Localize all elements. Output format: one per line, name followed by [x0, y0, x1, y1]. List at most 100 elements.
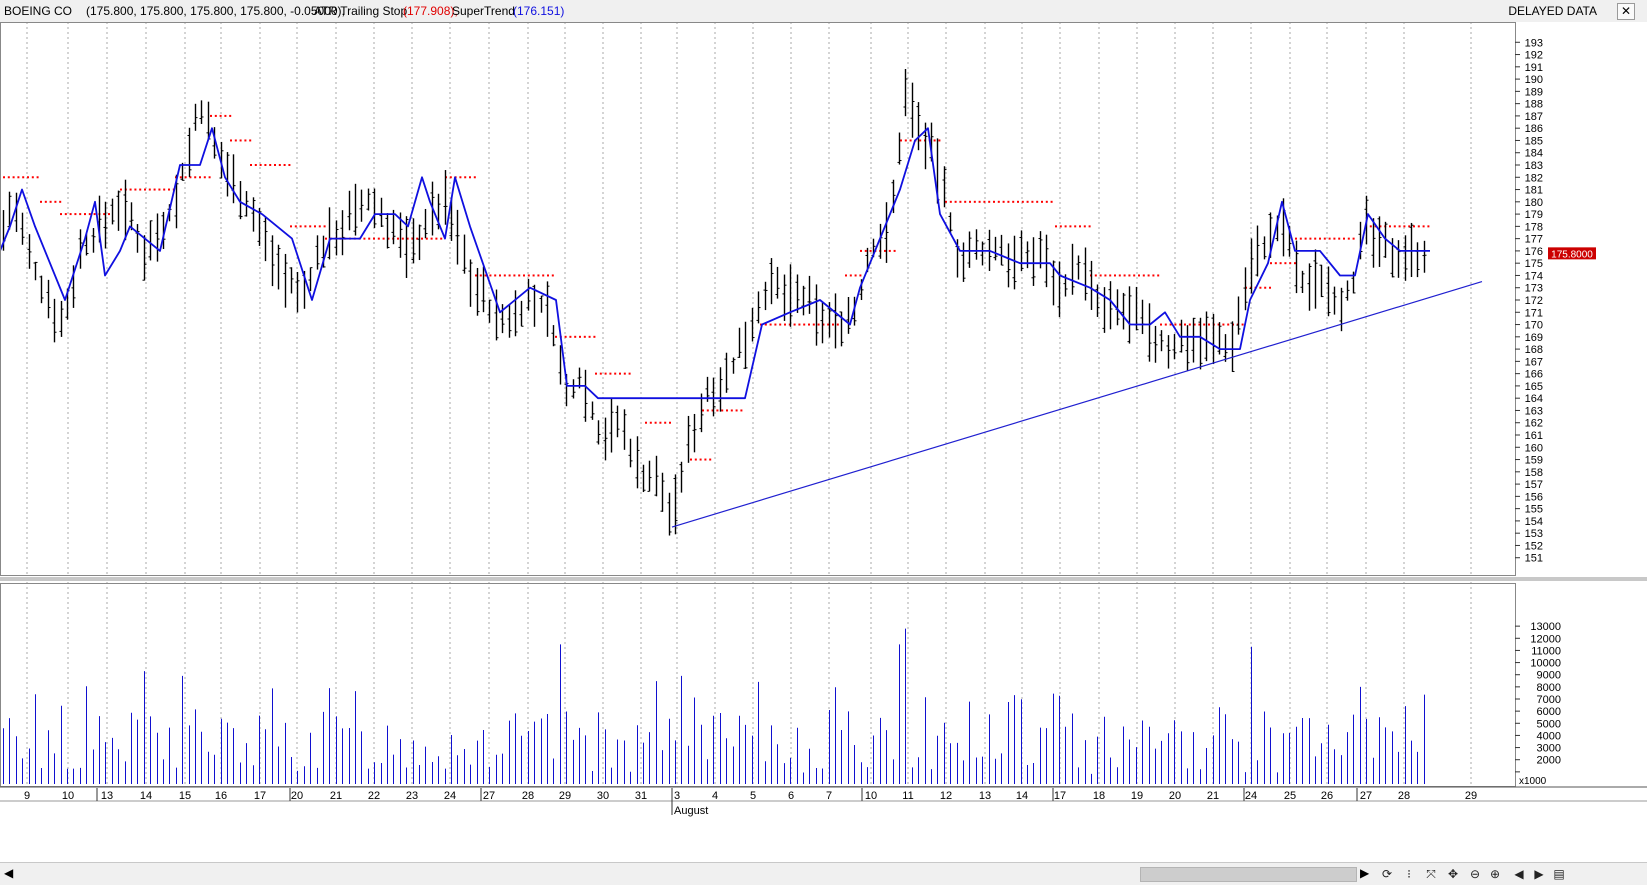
pan-right-icon[interactable]: ▶ — [1534, 867, 1544, 881]
atr-stop-dot — [808, 323, 810, 326]
atr-stop-dot — [711, 409, 714, 412]
atr-stop-dot — [199, 176, 201, 179]
last-price-tag-box — [1548, 247, 1596, 260]
atr-stop-dot — [373, 237, 375, 240]
atr-stop-dot — [158, 188, 161, 191]
atr-stop-dot — [1222, 323, 1225, 326]
date-tick-label: 18 — [1093, 790, 1105, 802]
atr-stop-dot — [283, 164, 286, 166]
atr-stop-dot — [532, 274, 535, 277]
volume-unit-label: x1000 — [1519, 776, 1547, 787]
atr-stop-dot — [54, 200, 57, 203]
atr-stop-dot — [588, 335, 591, 338]
close-icon[interactable]: ✕ — [1617, 3, 1635, 20]
trendline[interactable] — [671, 281, 1483, 528]
atr-stop-dot — [294, 225, 297, 228]
atr-stop-dot — [1338, 237, 1341, 240]
atr-stop-dot — [954, 200, 957, 203]
scroll-right-icon[interactable]: ▶ — [1360, 866, 1370, 880]
atr-stop-dot — [569, 335, 572, 338]
atr-stop-dot — [323, 225, 326, 228]
resize-icon[interactable]: ⤧ — [1426, 867, 1436, 881]
atr-stop-dot — [1152, 274, 1155, 277]
atr-stop-dot — [325, 237, 327, 240]
price-tick-label: 174 — [1525, 270, 1543, 282]
scroll-left-icon[interactable]: ◀ — [4, 866, 14, 880]
atr-stop-dot — [1408, 225, 1411, 228]
atr-indicator-label: ATR Trailing Stop — [314, 4, 408, 18]
atr-stop-dot — [959, 200, 962, 203]
atr-stop-dot — [564, 335, 567, 338]
atr-stop-dot — [706, 409, 709, 412]
atr-stop-dot — [318, 225, 321, 228]
atr-stop-dot — [1002, 200, 1005, 203]
atr-stop-dot — [827, 323, 830, 326]
price-tick-label: 170 — [1525, 320, 1543, 332]
atr-stop-dot — [1045, 200, 1048, 203]
atr-stop-dot — [3, 176, 5, 179]
atr-stop-dot — [406, 237, 409, 240]
atr-stop-dot — [1188, 323, 1191, 326]
atr-stop-dot — [194, 176, 197, 179]
atr-stop-dot — [139, 188, 142, 191]
zoom-in-icon[interactable]: ⊕ — [1489, 867, 1501, 881]
volume-axis-labels: 2000300040005000600070008000900010000110… — [1515, 621, 1561, 787]
atr-stop-dot — [919, 139, 922, 142]
date-tick-label: 24 — [1245, 790, 1257, 802]
atr-stop-dot — [36, 176, 39, 179]
zoom-out-icon[interactable]: ⊖ — [1469, 867, 1481, 881]
atr-stop-dot — [609, 372, 612, 375]
atr-stop-dot — [1403, 225, 1406, 228]
price-tick-label: 165 — [1525, 381, 1543, 393]
atr-stop-dot — [803, 323, 806, 326]
price-tick-label: 171 — [1525, 307, 1543, 319]
price-tick-label: 152 — [1525, 540, 1543, 552]
atr-stop-dot — [421, 237, 423, 240]
refresh-icon[interactable]: ⟳ — [1381, 867, 1393, 881]
supertrend-indicator-value: (176.151) — [513, 4, 565, 18]
atr-stop-dot — [1157, 274, 1160, 277]
volume-tick-label: 3000 — [1537, 743, 1561, 755]
chart-settings-icon[interactable]: ▤ — [1553, 867, 1565, 881]
price-tick-label: 154 — [1525, 516, 1543, 528]
atr-stop-dot — [254, 164, 257, 166]
atr-stop-dot — [1295, 237, 1297, 240]
atr-stop-dot — [798, 323, 801, 326]
atr-stop-dot — [654, 421, 657, 424]
atr-stop-dot — [103, 213, 106, 216]
date-tick-label: 9 — [24, 790, 30, 802]
date-tick-label: 22 — [368, 790, 380, 802]
atr-stop-dot — [244, 139, 247, 142]
atr-stop-dot — [1114, 274, 1116, 277]
atr-stop-dot — [832, 323, 834, 326]
price-tick-label: 173 — [1525, 283, 1543, 295]
last-price-tag-text: 175.8000 — [1551, 249, 1593, 260]
price-tick-label: 193 — [1525, 37, 1543, 49]
pan-left-icon[interactable]: ◀ — [1514, 867, 1524, 881]
date-tick-label: 7 — [826, 790, 832, 802]
atr-stop-dot — [518, 274, 521, 277]
atr-stop-dot — [1323, 237, 1326, 240]
separator-icon[interactable]: ⁝ — [1407, 867, 1411, 881]
atr-stop-dot — [730, 409, 733, 412]
atr-stop-dot — [523, 274, 525, 277]
date-tick-label: 10 — [62, 790, 74, 802]
support-trendline — [671, 281, 1483, 528]
scroll-thumb[interactable] — [1140, 867, 1357, 882]
atr-stop-dot — [397, 237, 399, 240]
atr-stop-dot — [1274, 262, 1277, 265]
atr-stop-dot — [290, 225, 292, 228]
date-tick-label: 14 — [140, 790, 152, 802]
atr-stop-dot — [1142, 274, 1145, 277]
move-icon[interactable]: ✥ — [1447, 867, 1459, 881]
atr-trailing-stop-series — [3, 114, 1430, 461]
atr-stop-dot — [1041, 200, 1043, 203]
atr-stop-dot — [599, 372, 602, 375]
atr-stop-dot — [1069, 225, 1072, 228]
atr-stop-dot — [425, 237, 428, 240]
atr-stop-dot — [1333, 237, 1336, 240]
price-tick-label: 189 — [1525, 86, 1543, 98]
price-tick-label: 176 — [1525, 246, 1543, 258]
price-volume-chart[interactable]: 1511521531541551561571581591601611621631… — [0, 22, 1647, 862]
chart-scrollbar[interactable]: ◀ ▶ ⟳ ⁝ ⤧ ✥ ⊖ ⊕ ◀ ▶ ▤ — [0, 862, 1647, 885]
